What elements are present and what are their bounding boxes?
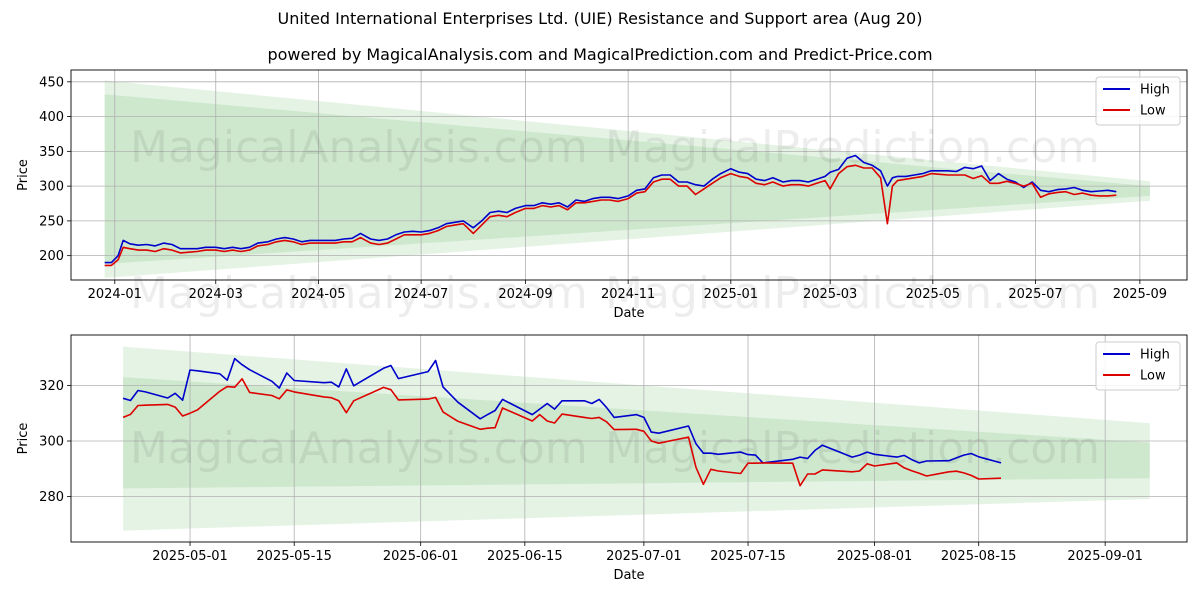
legend-label-high: High xyxy=(1140,348,1170,363)
chart-subtitle: powered by MagicalAnalysis.com and Magic… xyxy=(267,45,933,64)
x-tick-label: 2025-09 xyxy=(1113,287,1167,302)
plot-frame xyxy=(70,69,1188,281)
band-outer xyxy=(123,346,1150,531)
y-tick-label: 400 xyxy=(39,110,64,125)
chart-title: United International Enterprises Ltd. (U… xyxy=(277,9,923,28)
y-tick-label: 300 xyxy=(39,180,64,195)
series-line-low xyxy=(104,164,1117,267)
chart-panel-2: 2025-05-01 2025-05-15 2025-06-01 2025-06-15… xyxy=(16,334,1188,583)
x-tick-label: 2025-01 xyxy=(704,287,758,302)
x-tick-label: 2024-09 xyxy=(498,287,552,302)
y-tick-label: 280 xyxy=(39,490,64,505)
x-tick-label: 2025-09-01 xyxy=(1067,549,1143,564)
y-axis-label: Price xyxy=(16,423,31,455)
y-tick-label: 350 xyxy=(39,145,64,160)
legend-label-low: Low xyxy=(1140,104,1166,119)
x-tick-label: 2024-03 xyxy=(189,287,243,302)
x-tick-label: 2024-05 xyxy=(291,287,345,302)
plot-frame xyxy=(70,334,1188,543)
x-tick-label: 2024-07 xyxy=(394,287,448,302)
watermark-text: MagicalAnalysis.com xyxy=(130,423,588,474)
x-tick-label: 2025-05-15 xyxy=(256,549,332,564)
x-tick-label: 2025-08-01 xyxy=(837,549,913,564)
x-tick-label: 2025-07-15 xyxy=(710,549,786,564)
x-tick-label: 2025-07-01 xyxy=(606,549,682,564)
x-tick-label: 2025-05-01 xyxy=(152,549,228,564)
y-axis-label: Price xyxy=(16,159,31,191)
legend-label-low: Low xyxy=(1140,369,1166,384)
band-inner xyxy=(104,94,1150,265)
x-tick-label: 2025-06-15 xyxy=(487,549,563,564)
x-tick-label: 2024-11 xyxy=(601,287,655,302)
watermark-text: MagicalAnalysis.com xyxy=(130,122,588,173)
x-tick-label: 2025-03 xyxy=(803,287,857,302)
series-line-low xyxy=(122,378,1002,487)
band-outer xyxy=(104,80,1150,278)
watermark-text: MagicalPrediction.com xyxy=(605,423,1100,474)
watermark-text: MagicalAnalysis.com xyxy=(130,268,588,319)
x-tick-label: 2025-07 xyxy=(1008,287,1062,302)
x-axis-label: Date xyxy=(613,306,644,321)
series-line-high xyxy=(104,154,1117,264)
chart-panel-1: 2024-01 2024-03 2024-05 2024-07 2024-09 2024-… xyxy=(16,69,1188,321)
y-tick-label: 200 xyxy=(39,249,64,264)
x-axis-label: Date xyxy=(613,568,644,583)
x-tick-label: 2025-06-01 xyxy=(383,549,459,564)
watermark-text: MagicalPrediction.com xyxy=(605,122,1100,173)
watermark-text: MagicalPrediction.com xyxy=(605,268,1100,319)
series-line-high xyxy=(122,357,1002,464)
y-tick-label: 450 xyxy=(39,75,64,90)
y-tick-label: 250 xyxy=(39,214,64,229)
x-tick-label: 2024-01 xyxy=(88,287,142,302)
x-tick-label: 2025-08-15 xyxy=(941,549,1017,564)
y-tick-label: 300 xyxy=(39,434,64,449)
legend-label-high: High xyxy=(1140,83,1170,98)
x-tick-label: 2025-05 xyxy=(906,287,960,302)
band-inner xyxy=(123,377,1150,489)
y-tick-label: 320 xyxy=(39,379,64,394)
